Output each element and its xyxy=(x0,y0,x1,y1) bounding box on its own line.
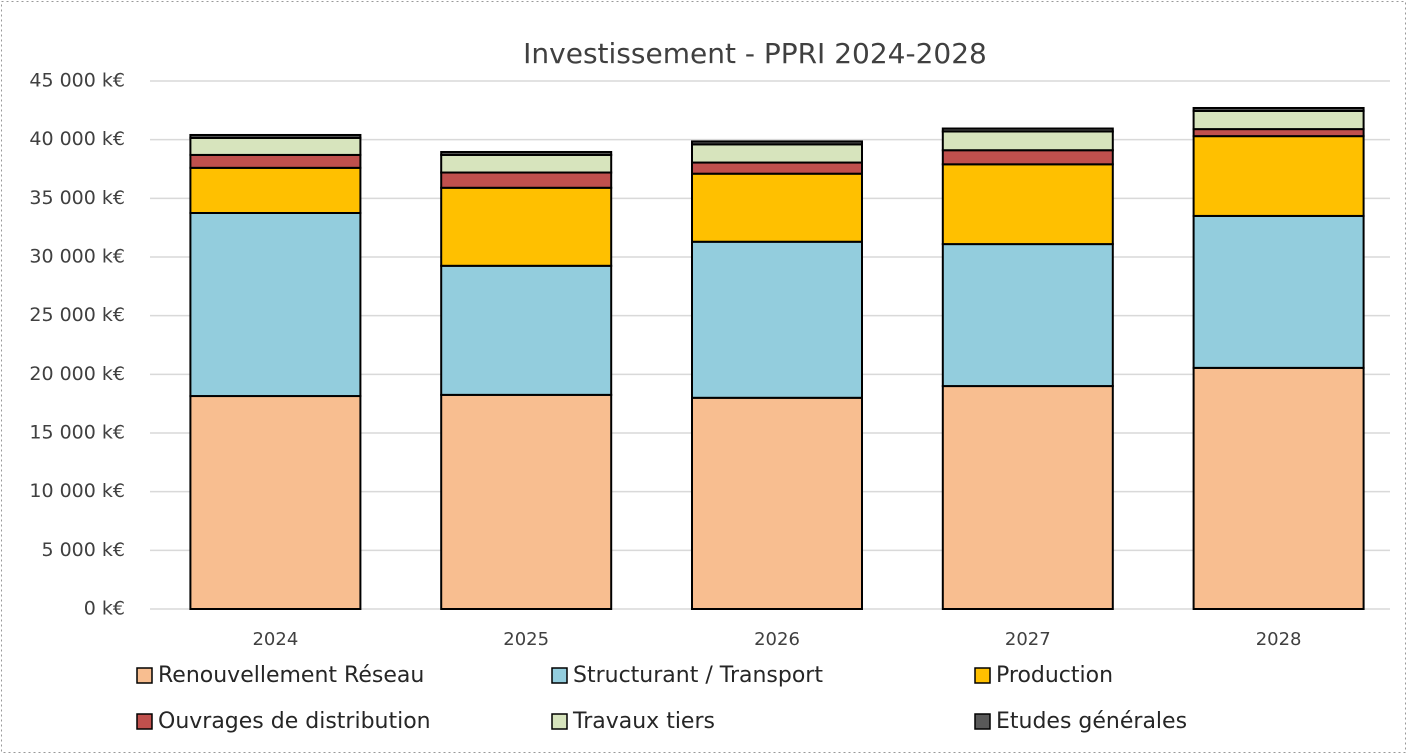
legend-swatch xyxy=(136,667,153,684)
bar-segment xyxy=(691,172,863,243)
legend-swatch xyxy=(551,713,568,730)
bar-segment xyxy=(440,150,613,156)
legend-label: Production xyxy=(996,663,1113,688)
bar-segment xyxy=(691,140,863,146)
y-tick-label: 20 000 k€ xyxy=(29,363,125,385)
bar-segment xyxy=(440,264,613,396)
bar-segment xyxy=(189,166,362,214)
legend-label: Ouvrages de distribution xyxy=(158,709,431,734)
bar-segment xyxy=(1192,214,1365,369)
y-tick-label: 40 000 k€ xyxy=(29,128,125,150)
bar-segment xyxy=(440,153,613,174)
bar-segment xyxy=(941,130,1114,152)
x-tick-label: 2024 xyxy=(252,629,298,650)
bar-segment xyxy=(941,163,1114,246)
x-tick-label: 2028 xyxy=(1256,629,1302,650)
y-tick-label: 35 000 k€ xyxy=(29,187,125,209)
chart-title: Investissement - PPRI 2024-2028 xyxy=(523,37,987,70)
bar-segment xyxy=(189,212,362,398)
y-tick-label: 0 k€ xyxy=(84,598,125,620)
legend-label: Travaux tiers xyxy=(572,709,715,734)
legend-label: Structurant / Transport xyxy=(573,663,823,688)
y-tick-label: 45 000 k€ xyxy=(29,70,125,92)
legend-swatch xyxy=(551,667,568,684)
x-tick-label: 2025 xyxy=(503,629,549,650)
bar-segment xyxy=(691,396,863,610)
bar-segment xyxy=(1192,128,1365,138)
bar-segment xyxy=(691,240,863,399)
bar-segment xyxy=(941,243,1114,388)
bar-segment xyxy=(1192,106,1365,112)
y-tick-label: 10 000 k€ xyxy=(29,480,125,502)
bar-segment xyxy=(189,153,362,169)
bar-segment xyxy=(691,161,863,175)
legend-label: Renouvellement Réseau xyxy=(158,663,424,688)
bar-segment xyxy=(1192,109,1365,131)
legend-swatch xyxy=(136,713,153,730)
bar-segment xyxy=(440,393,613,610)
x-tick-label: 2027 xyxy=(1005,629,1051,650)
x-tick-label: 2026 xyxy=(754,629,800,650)
bar-segment xyxy=(440,186,613,267)
bar-segment xyxy=(189,133,362,139)
bar-segment xyxy=(941,385,1114,611)
y-tick-label: 30 000 k€ xyxy=(29,246,125,268)
bar-segment xyxy=(189,136,362,156)
bar-segment xyxy=(189,395,362,611)
bar-segment xyxy=(440,171,613,189)
bar-segment xyxy=(691,143,863,164)
y-tick-label: 15 000 k€ xyxy=(29,422,125,444)
legend-label: Etudes générales xyxy=(996,709,1187,734)
bar-segment xyxy=(1192,135,1365,217)
bar-segment xyxy=(941,149,1114,166)
bar-segment xyxy=(941,127,1114,133)
bar-segment xyxy=(1192,366,1365,610)
legend-swatch xyxy=(974,713,991,730)
legend-swatch xyxy=(974,667,991,684)
y-tick-label: 5 000 k€ xyxy=(41,539,125,561)
y-tick-label: 25 000 k€ xyxy=(29,304,125,326)
